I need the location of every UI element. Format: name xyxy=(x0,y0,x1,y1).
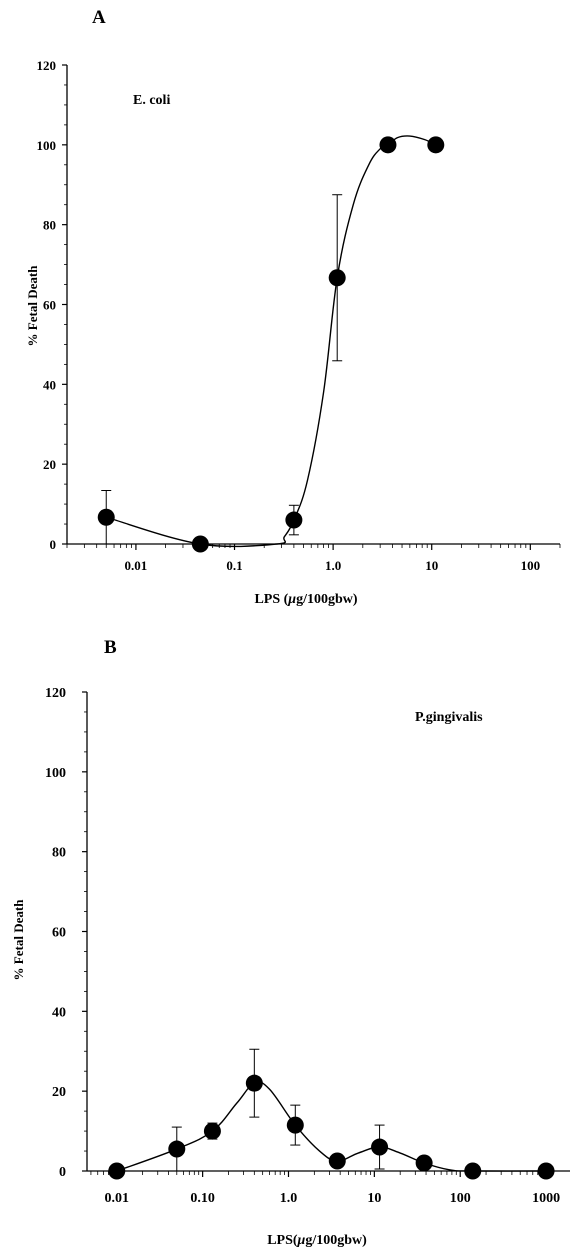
data-point xyxy=(328,269,346,287)
y-tick-label: 20 xyxy=(43,457,56,472)
y-tick-label: 120 xyxy=(45,686,66,701)
x-tick-label: 1000 xyxy=(532,1191,560,1206)
chart-panel-b: B P.gingivalis % Fetal Death LPS(μg/100g… xyxy=(11,637,570,1248)
data-point xyxy=(245,1074,263,1092)
legend-label-ecoli: E. coli xyxy=(133,93,170,108)
y-tick-label: 80 xyxy=(52,846,66,861)
y-tick-label: 100 xyxy=(45,766,66,781)
x-axis-label-b: LPS(μg/100gbw) xyxy=(267,1233,367,1248)
x-tick-label: 0.01 xyxy=(125,558,148,573)
data-point xyxy=(108,1162,126,1180)
y-tick-label: 120 xyxy=(37,58,57,73)
x-tick-label: 100 xyxy=(450,1191,471,1206)
data-point xyxy=(537,1162,555,1180)
y-axis-label-a: % Fetal Death xyxy=(25,265,40,347)
x-tick-label: 0.10 xyxy=(190,1191,215,1206)
panel-label-a: A xyxy=(92,7,106,28)
x-axis-label-a: LPS (μg/100gbw) xyxy=(254,592,357,607)
x-tick-label: 1.0 xyxy=(325,558,341,573)
axes-b: 0 20 40 60 80 100 120 0.01 0.10 1.0 10 100 1000 xyxy=(45,686,570,1206)
legend-label-pgingivalis: P.gingivalis xyxy=(415,710,483,725)
x-tick-label: 1.0 xyxy=(280,1191,298,1206)
data-point xyxy=(379,136,397,154)
data-point xyxy=(464,1162,482,1180)
y-tick-label: 80 xyxy=(43,218,56,233)
data-point xyxy=(97,508,115,526)
y-tick-label: 60 xyxy=(43,298,56,313)
y-tick-label: 40 xyxy=(43,377,56,392)
x-tick-label: 100 xyxy=(521,558,541,573)
axes-a: 0 20 40 60 80 100 120 0.01 0.1 1.0 10 100 xyxy=(37,58,561,573)
panel-label-b: B xyxy=(104,637,117,658)
y-tick-label: 100 xyxy=(37,138,57,153)
data-point xyxy=(203,1122,221,1140)
fit-curve-a xyxy=(106,135,437,548)
y-tick-label: 0 xyxy=(59,1165,66,1180)
y-tick-label: 0 xyxy=(50,537,57,552)
x-tick-label: 0.01 xyxy=(105,1191,130,1206)
y-axis-label-b: % Fetal Death xyxy=(11,899,26,981)
data-point xyxy=(168,1140,186,1158)
chart-panel-a: A E. coli % Fetal Death LPS (μg/100gbw) … xyxy=(25,7,561,607)
data-point xyxy=(286,1116,304,1134)
y-tick-label: 20 xyxy=(52,1085,66,1100)
y-tick-label: 60 xyxy=(52,926,66,941)
y-tick-label: 40 xyxy=(52,1005,66,1020)
data-point xyxy=(191,535,209,553)
x-tick-label: 0.1 xyxy=(226,558,242,573)
data-point xyxy=(415,1154,433,1172)
x-tick-label: 10 xyxy=(425,558,438,573)
data-point xyxy=(285,511,303,529)
data-point xyxy=(371,1138,389,1156)
data-point xyxy=(427,136,445,154)
marks-a xyxy=(97,135,445,553)
marks-b xyxy=(108,1048,555,1180)
x-tick-label: 10 xyxy=(367,1191,381,1206)
data-point xyxy=(328,1152,346,1170)
